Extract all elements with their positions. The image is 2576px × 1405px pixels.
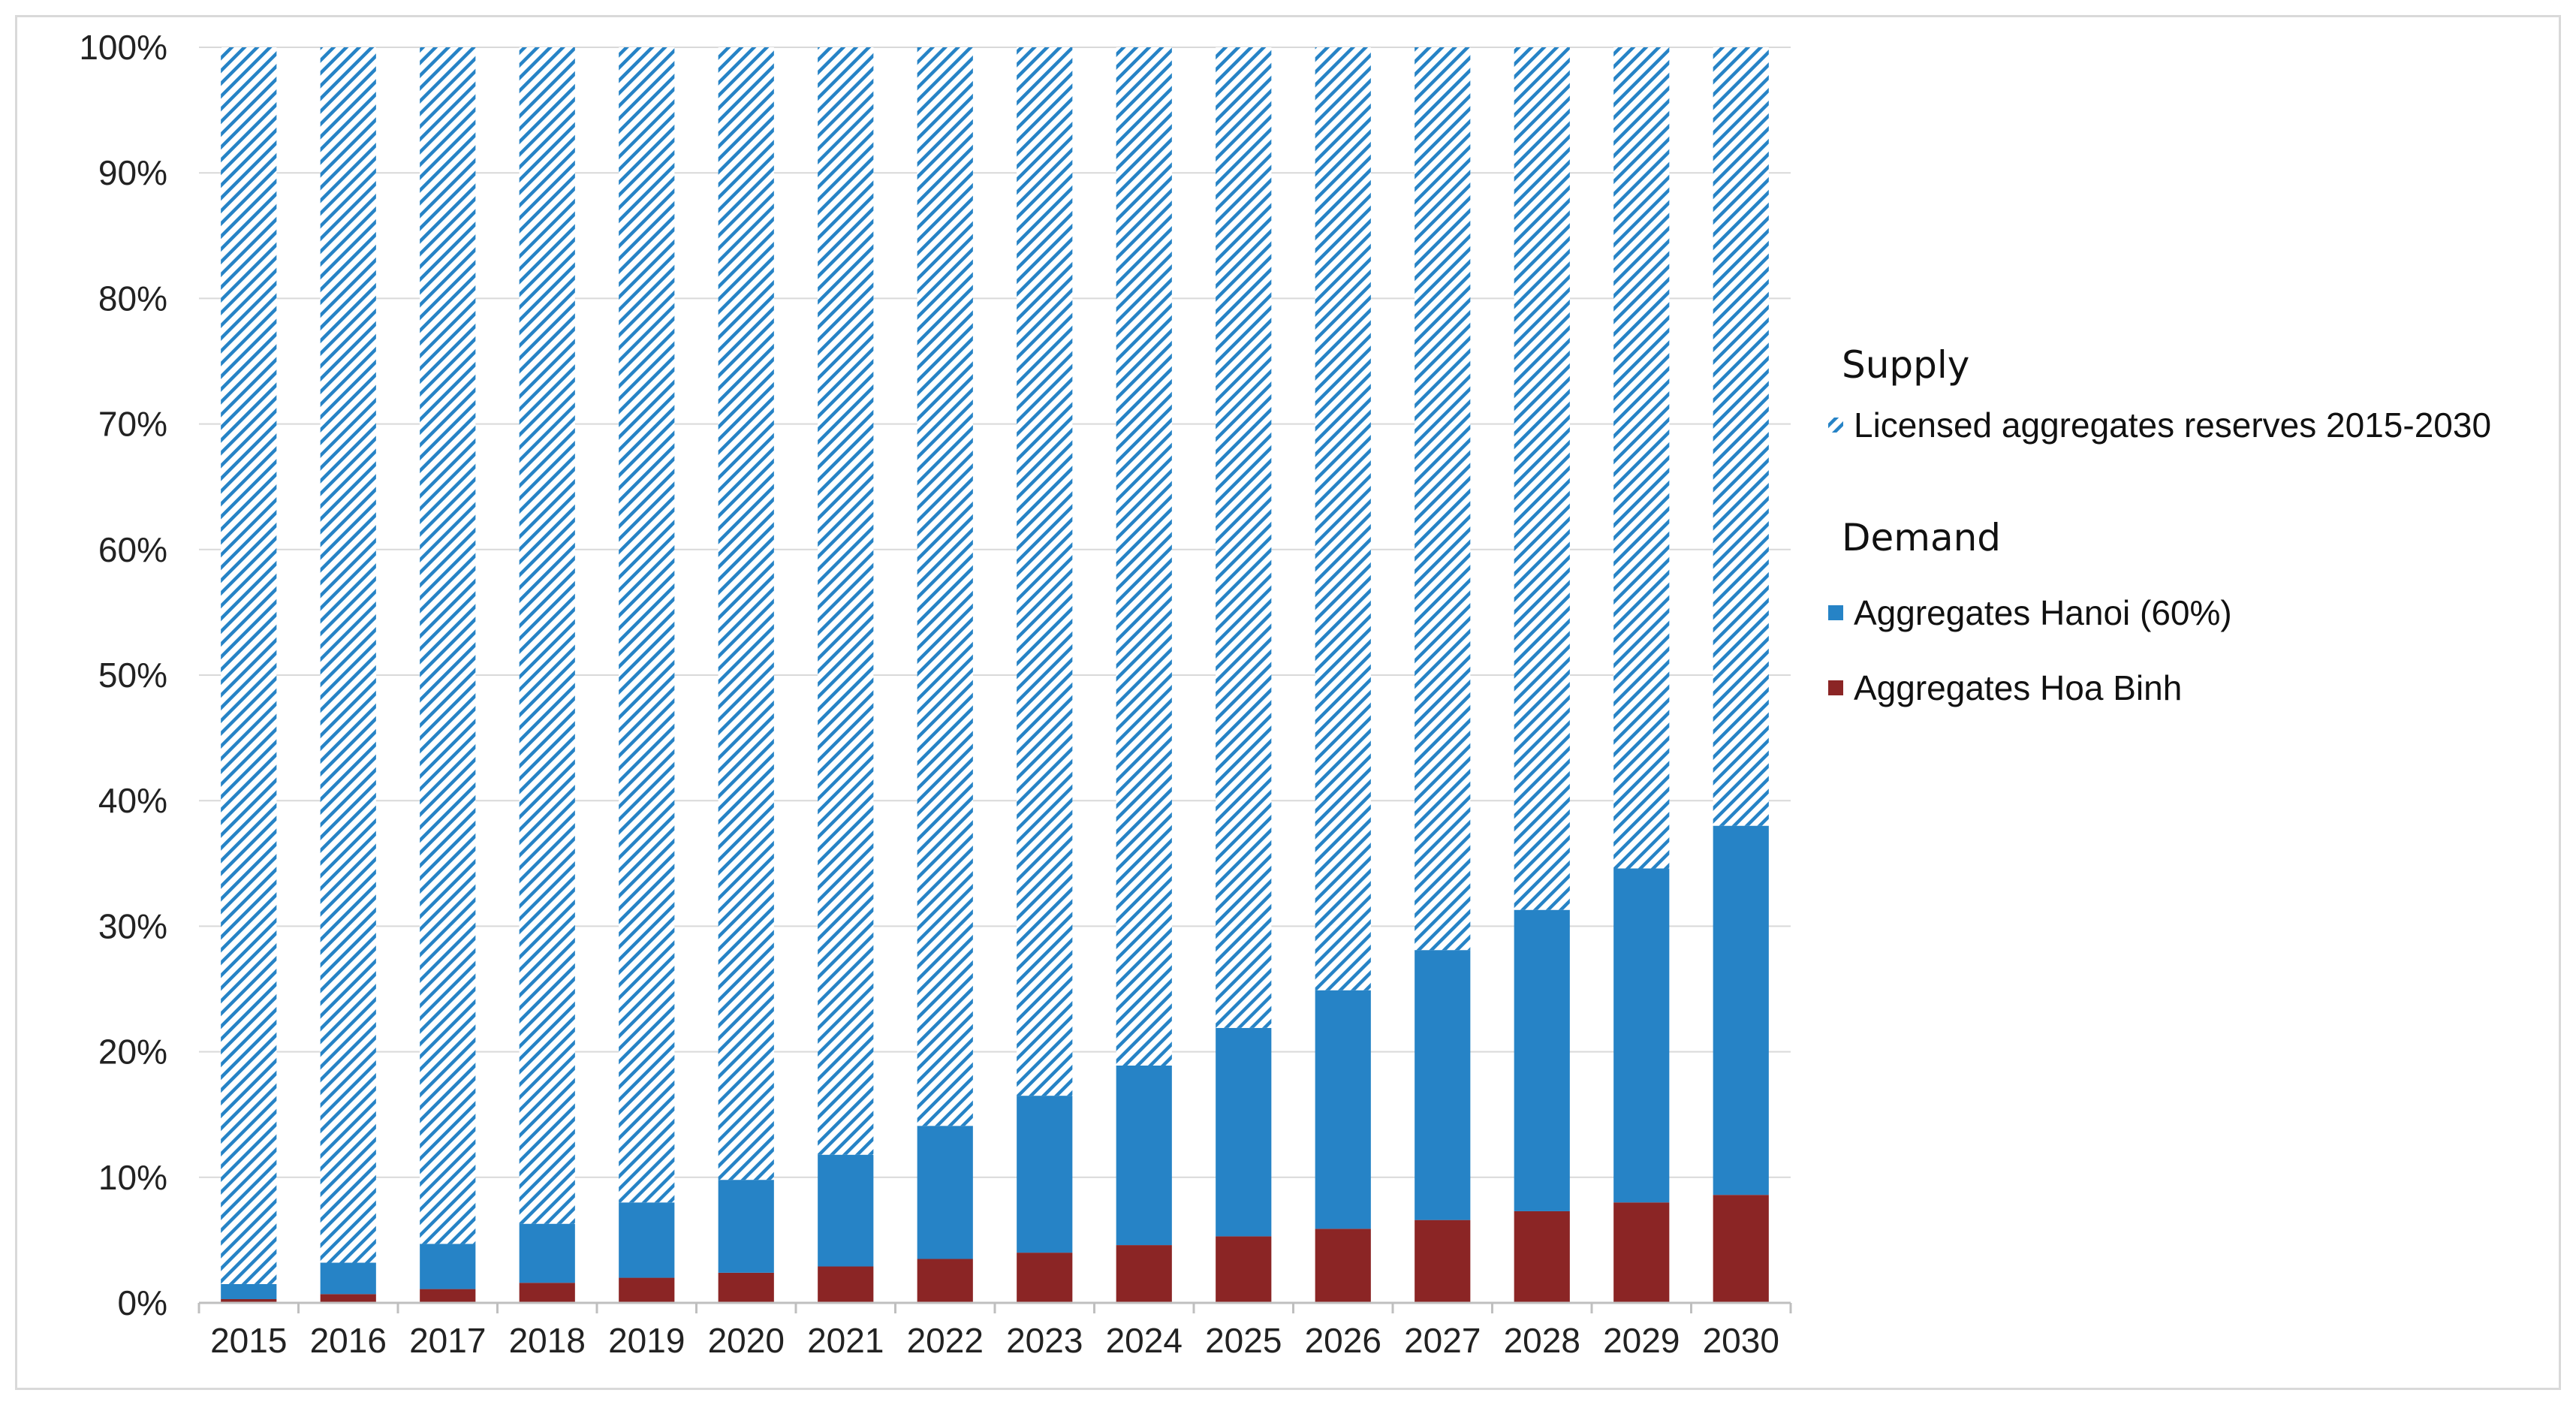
bar-licensed-aggregates-reserves-2015-2030-2027 — [1415, 47, 1471, 951]
bar-aggregates-hoa-binh-2020 — [718, 1272, 774, 1303]
bar-aggregates-hoa-binh-2019 — [619, 1277, 675, 1303]
y-tick-label: 70% — [98, 405, 167, 444]
legend-heading-demand: Demand — [1842, 516, 2001, 559]
bar-licensed-aggregates-reserves-2015-2030-2022 — [917, 47, 973, 1126]
bar-aggregates-hanoi-60-2025 — [1216, 1027, 1272, 1237]
x-tick-label: 2015 — [210, 1321, 287, 1360]
bar-series — [221, 47, 1769, 1303]
bar-aggregates-hoa-binh-2024 — [1116, 1245, 1172, 1303]
bar-aggregates-hanoi-60-2028 — [1514, 909, 1570, 1211]
bar-aggregates-hoa-binh-2015 — [221, 1298, 277, 1303]
bar-licensed-aggregates-reserves-2015-2030-2015 — [221, 47, 277, 1284]
bar-aggregates-hoa-binh-2022 — [917, 1259, 973, 1303]
bar-aggregates-hoa-binh-2021 — [818, 1266, 874, 1303]
bar-aggregates-hoa-binh-2023 — [1017, 1253, 1073, 1303]
y-tick-label: 20% — [98, 1033, 167, 1072]
legend-label-licensed-aggregates-reserves-2015-2030: Licensed aggregates reserves 2015-2030 — [1854, 406, 2491, 445]
bar-aggregates-hanoi-60-2020 — [718, 1180, 774, 1273]
bar-aggregates-hoa-binh-2030 — [1713, 1195, 1769, 1303]
x-tick-label: 2024 — [1106, 1321, 1183, 1360]
x-tick-label: 2029 — [1603, 1321, 1680, 1360]
bar-aggregates-hoa-binh-2029 — [1613, 1202, 1670, 1303]
bar-licensed-aggregates-reserves-2015-2030-2016 — [320, 47, 376, 1263]
x-tick-label: 2020 — [708, 1321, 785, 1360]
legend-swatch-aggregates-hoa-binh — [1828, 680, 1843, 695]
x-tick-label: 2021 — [807, 1321, 884, 1360]
y-tick-label: 30% — [98, 906, 167, 945]
bar-licensed-aggregates-reserves-2015-2030-2019 — [619, 47, 675, 1203]
bar-licensed-aggregates-reserves-2015-2030-2024 — [1116, 47, 1172, 1066]
y-tick-label: 60% — [98, 530, 167, 569]
bar-aggregates-hoa-binh-2017 — [420, 1289, 476, 1303]
legend-swatch-aggregates-hanoi-60 — [1828, 605, 1843, 620]
legend-label-aggregates-hanoi-60: Aggregates Hanoi (60%) — [1854, 593, 2232, 632]
bar-licensed-aggregates-reserves-2015-2030-2029 — [1613, 47, 1670, 869]
x-tick-label: 2026 — [1305, 1321, 1381, 1360]
x-tick-label: 2018 — [509, 1321, 586, 1360]
y-tick-label: 0% — [118, 1283, 167, 1322]
chart-frame: 0% 10% 20% 30% 40% 50% 60% 70% 80% 90% 100% 2015 201… — [15, 15, 2561, 1390]
bar-aggregates-hanoi-60-2023 — [1017, 1096, 1073, 1253]
x-tick-label: 2019 — [608, 1321, 685, 1360]
bar-aggregates-hoa-binh-2018 — [519, 1283, 575, 1303]
bar-aggregates-hanoi-60-2019 — [619, 1202, 675, 1278]
bar-aggregates-hanoi-60-2018 — [519, 1223, 575, 1283]
x-tick-label: 2022 — [907, 1321, 984, 1360]
y-tick-label: 10% — [98, 1158, 167, 1197]
bar-aggregates-hanoi-60-2030 — [1713, 825, 1769, 1195]
bar-licensed-aggregates-reserves-2015-2030-2017 — [420, 47, 476, 1244]
bar-aggregates-hanoi-60-2021 — [818, 1154, 874, 1267]
bar-aggregates-hanoi-60-2017 — [420, 1244, 476, 1289]
bar-licensed-aggregates-reserves-2015-2030-2020 — [718, 47, 774, 1180]
bar-aggregates-hanoi-60-2029 — [1613, 868, 1670, 1203]
bar-aggregates-hoa-binh-2025 — [1216, 1236, 1272, 1303]
bar-licensed-aggregates-reserves-2015-2030-2021 — [818, 47, 874, 1155]
x-tick-label: 2017 — [409, 1321, 486, 1360]
bar-licensed-aggregates-reserves-2015-2030-2025 — [1216, 47, 1272, 1028]
bar-licensed-aggregates-reserves-2015-2030-2018 — [519, 47, 575, 1224]
y-tick-label: 50% — [98, 656, 167, 695]
y-tick-label: 100% — [79, 28, 167, 67]
bar-licensed-aggregates-reserves-2015-2030-2023 — [1017, 47, 1073, 1096]
bar-aggregates-hanoi-60-2024 — [1116, 1065, 1172, 1246]
legend-label-aggregates-hoa-binh: Aggregates Hoa Binh — [1854, 668, 2182, 707]
legend-swatch-licensed-aggregates-reserves-2015-2030 — [1828, 418, 1843, 433]
bar-aggregates-hoa-binh-2028 — [1514, 1211, 1570, 1303]
bar-aggregates-hanoi-60-2027 — [1415, 950, 1471, 1220]
y-tick-label: 80% — [98, 279, 167, 318]
x-tick-label: 2023 — [1006, 1321, 1083, 1360]
chart-canvas: 0% 10% 20% 30% 40% 50% 60% 70% 80% 90% 100% 2015 201… — [79, 28, 2491, 1360]
bar-aggregates-hoa-binh-2016 — [320, 1294, 376, 1303]
legend: Supply Licensed aggregates reserves 2015-… — [1828, 343, 2491, 707]
x-tick-label: 2030 — [1703, 1321, 1779, 1360]
bar-aggregates-hoa-binh-2027 — [1415, 1220, 1471, 1303]
legend-heading-supply: Supply — [1842, 343, 1969, 387]
bar-aggregates-hanoi-60-2022 — [917, 1126, 973, 1259]
x-tick-label: 2027 — [1404, 1321, 1481, 1360]
bar-licensed-aggregates-reserves-2015-2030-2028 — [1514, 47, 1570, 910]
y-tick-label: 90% — [98, 153, 167, 192]
axes: 0% 10% 20% 30% 40% 50% 60% 70% 80% 90% 100% 2015 201… — [79, 28, 1792, 1360]
bar-licensed-aggregates-reserves-2015-2030-2026 — [1315, 47, 1371, 990]
bar-aggregates-hanoi-60-2016 — [320, 1262, 376, 1295]
x-tick-label: 2028 — [1504, 1321, 1580, 1360]
bar-aggregates-hanoi-60-2026 — [1315, 990, 1371, 1229]
bar-aggregates-hanoi-60-2015 — [221, 1283, 277, 1299]
y-tick-label: 40% — [98, 781, 167, 820]
bar-aggregates-hoa-binh-2026 — [1315, 1229, 1371, 1303]
x-tick-label: 2025 — [1205, 1321, 1282, 1360]
bar-licensed-aggregates-reserves-2015-2030-2030 — [1713, 47, 1769, 826]
x-tick-label: 2016 — [310, 1321, 387, 1360]
